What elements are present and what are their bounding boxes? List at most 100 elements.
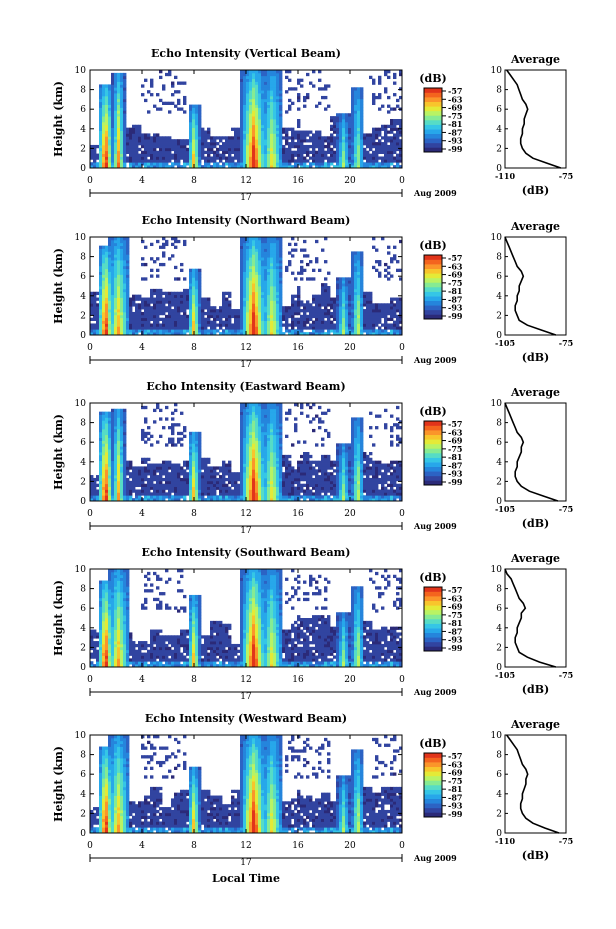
heatmap-cell [99,300,103,304]
heatmap-cell [201,326,205,330]
heatmap-cell [129,297,133,301]
heatmap-cell [309,144,313,149]
heatmap-cell [156,326,160,330]
heatmap-cell [354,268,358,272]
heatmap-cell [159,463,163,467]
heatmap-cell [123,300,127,304]
heatmap-cell [165,142,169,146]
heatmap-cell [102,165,106,169]
heatmap-cell [189,142,193,146]
heatmap-cell [195,323,199,327]
heatmap-cell [150,486,154,490]
colorbar-swatch [424,124,442,130]
heatmap-cell [279,90,283,94]
heatmap-cell [303,303,307,307]
heatmap-cell [126,483,130,487]
heatmap-cell [192,153,196,157]
heatmap-cell [360,332,364,336]
heatmap-cell [381,303,385,307]
heatmap-cell [159,150,163,154]
heatmap-cell [198,113,202,117]
heatmap-cell [219,498,223,502]
heatmap-cell [120,277,124,281]
heatmap-cell [249,297,253,301]
heatmap-cell [90,332,94,336]
heatmap-cell [114,136,118,140]
heatmap-cell [111,291,115,296]
heatmap-cell [312,84,316,88]
heatmap-cell [189,495,193,499]
heatmap-cell [114,127,118,131]
heatmap-cell [342,303,346,307]
heatmap-cell [96,306,100,310]
heatmap-cell [327,156,331,160]
heatmap-cell [261,248,265,252]
heatmap-cell [105,268,109,272]
heatmap-cell [120,434,124,438]
heatmap-cell [123,265,127,270]
heatmap-cell [348,113,352,117]
heatmap-cell [210,150,214,154]
heatmap-cell [132,486,136,490]
heatmap-cell [372,162,376,166]
heatmap-cell [225,309,229,313]
heatmap-cell [102,460,106,464]
heatmap-cell [339,311,343,316]
heatmap-cell [249,81,253,85]
heatmap-cell [234,311,238,316]
heatmap-cell [117,431,121,436]
heatmap-cell [135,130,139,134]
heatmap-cell [120,437,124,441]
heatmap-cell [372,130,376,134]
heatmap-cell [240,119,244,123]
heatmap-cell [321,320,325,324]
heatmap-cell [99,156,103,160]
heatmap-cell [258,104,262,108]
heatmap-cell [207,472,211,476]
heatmap-cell [114,452,118,456]
heatmap-cell [225,329,229,333]
heatmap-cell [243,78,247,82]
heatmap-cell [126,498,130,502]
heatmap-cell [276,136,280,140]
heatmap-cell [375,142,379,146]
heatmap-cell [243,104,247,108]
x-tick-label: 0 [399,343,405,353]
heatmap-cell [249,142,253,146]
heatmap-cell [399,156,403,160]
heatmap-cell [219,477,223,482]
heatmap-cell [102,291,106,296]
heatmap-cell [117,242,121,247]
colorbar-tick-label: -63 [448,94,463,104]
heatmap-cell [270,242,274,247]
heatmap-cell [246,130,250,134]
heatmap-cell [321,165,325,169]
heatmap-cell [321,144,325,149]
heatmap-cell [162,153,166,157]
heatmap-cell [255,280,259,284]
heatmap-cell [123,283,127,287]
heatmap-cell [174,245,178,249]
heatmap-cell [324,306,328,310]
heatmap-cell [138,492,142,496]
heatmap-cell [351,326,355,330]
heatmap-cell [126,254,130,258]
heatmap-cell [123,495,127,499]
heatmap-cell [177,153,181,157]
heatmap-cell [219,483,223,487]
heatmap-cell [222,466,226,470]
heatmap-cell [255,265,259,270]
heatmap-cell [186,142,190,146]
heatmap-cell [264,121,268,126]
heatmap-cell [198,130,202,134]
heatmap-cell [222,332,226,336]
heatmap-cell [201,136,205,140]
heatmap-cell [105,417,109,421]
heatmap-cell [381,306,385,310]
heatmap-cell [183,306,187,310]
heatmap-cell [261,70,265,74]
heatmap-cell [198,144,202,149]
heatmap-cell [183,329,187,333]
heatmap-cell [243,245,247,249]
heatmap-cell [336,297,340,301]
